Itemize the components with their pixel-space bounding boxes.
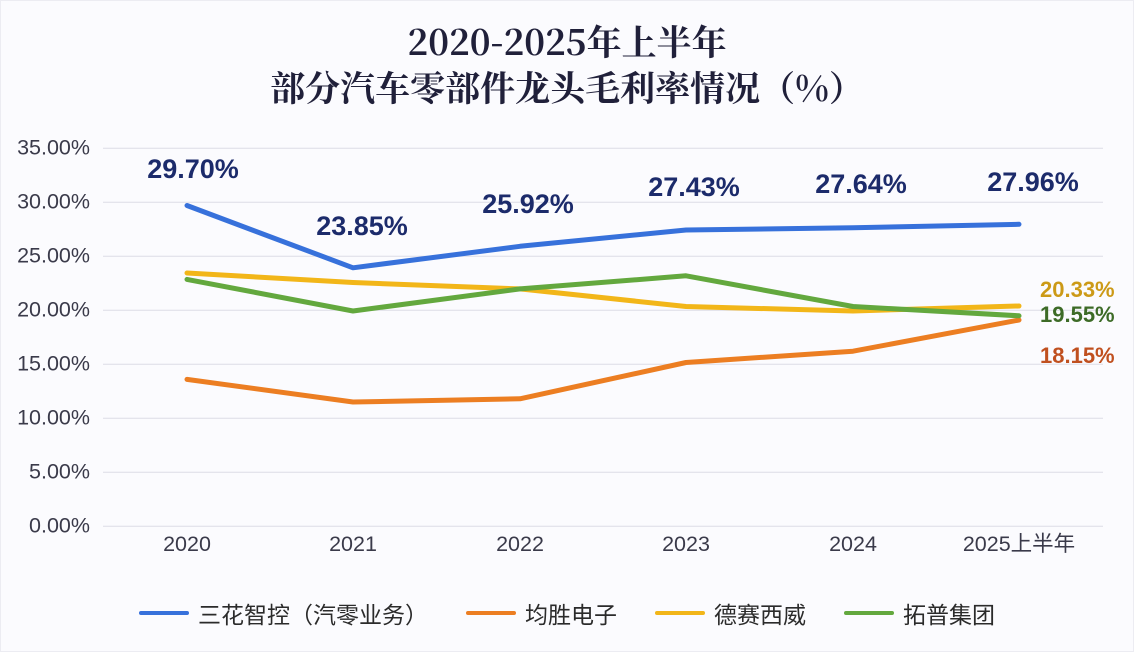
svg-text:2020: 2020: [163, 532, 211, 556]
svg-text:10.00%: 10.00%: [17, 405, 90, 429]
svg-text:23.85%: 23.85%: [316, 211, 408, 241]
svg-text:0.00%: 0.00%: [29, 513, 90, 537]
svg-text:35.00%: 35.00%: [17, 136, 90, 160]
svg-text:27.64%: 27.64%: [815, 169, 907, 199]
svg-text:25.92%: 25.92%: [482, 189, 574, 219]
svg-text:2025上半年: 2025上半年: [963, 532, 1075, 556]
svg-text:30.00%: 30.00%: [17, 190, 90, 214]
svg-text:2023: 2023: [662, 532, 710, 556]
svg-text:2024: 2024: [829, 532, 877, 556]
svg-text:19.55%: 19.55%: [1040, 302, 1115, 327]
svg-text:2022: 2022: [496, 532, 544, 556]
svg-text:20.33%: 20.33%: [1040, 277, 1115, 302]
svg-text:5.00%: 5.00%: [29, 459, 90, 483]
svg-text:27.96%: 27.96%: [987, 167, 1079, 197]
svg-text:20.00%: 20.00%: [17, 298, 90, 322]
svg-text:29.70%: 29.70%: [147, 154, 239, 184]
svg-text:2021: 2021: [329, 532, 377, 556]
svg-text:25.00%: 25.00%: [17, 244, 90, 268]
svg-text:27.43%: 27.43%: [648, 172, 740, 202]
svg-text:15.00%: 15.00%: [17, 351, 90, 375]
svg-text:18.15%: 18.15%: [1040, 343, 1115, 368]
